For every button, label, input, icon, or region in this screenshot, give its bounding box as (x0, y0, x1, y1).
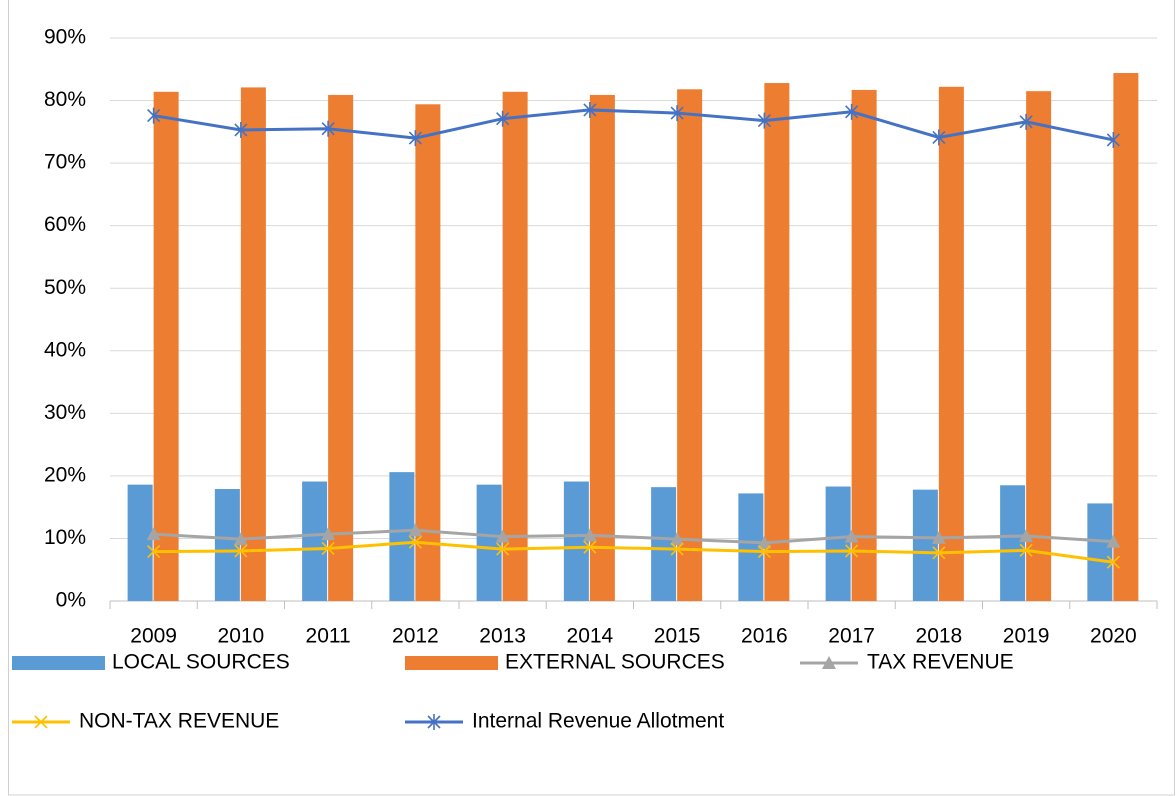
line-marker (670, 532, 685, 546)
line-marker (321, 120, 335, 137)
line-marker (845, 544, 859, 558)
line-marker (1019, 528, 1034, 542)
line-marker (146, 527, 161, 541)
bar (153, 91, 179, 601)
bar (912, 489, 938, 601)
x-tick-label: 2017 (828, 625, 875, 648)
line-marker (844, 529, 859, 543)
line-marker (234, 544, 248, 558)
bar (1087, 503, 1113, 601)
y-tick-label: 30% (44, 401, 86, 424)
legend-marker (34, 715, 48, 729)
line-marker (408, 130, 422, 147)
legend-label: EXTERNAL SOURCES (505, 651, 725, 674)
bar (476, 484, 502, 601)
line-marker (932, 546, 946, 560)
line-series (153, 540, 1114, 564)
x-tick-label: 2019 (1003, 625, 1050, 648)
line-marker (1019, 113, 1033, 130)
line-marker (1106, 131, 1120, 148)
bar (502, 91, 528, 601)
x-tick-label: 2016 (741, 625, 788, 648)
line-marker (757, 545, 771, 559)
line-marker (234, 121, 248, 138)
line-marker (670, 542, 684, 556)
legend-label: NON-TAX REVENUE (79, 710, 279, 733)
line-marker (583, 540, 597, 554)
y-tick-label: 60% (44, 213, 86, 236)
line-marker (757, 112, 771, 129)
bar (677, 89, 703, 601)
x-tick-label: 2020 (1090, 625, 1137, 648)
line-marker (147, 545, 161, 559)
x-tick-label: 2018 (916, 625, 963, 648)
legend-marker (822, 656, 836, 669)
bar (328, 94, 354, 602)
x-tick-label: 2015 (654, 625, 701, 648)
line-marker (147, 107, 161, 124)
line-marker (931, 530, 946, 544)
bar (1000, 485, 1026, 601)
legend-swatch (12, 656, 105, 670)
x-tick-label: 2012 (392, 625, 439, 648)
line-marker (583, 101, 597, 118)
x-tick-label: 2010 (218, 625, 265, 648)
y-tick-label: 50% (44, 276, 86, 299)
y-tick-label: 10% (44, 526, 86, 549)
line-marker (408, 523, 423, 537)
line-marker (845, 103, 859, 120)
bar (1026, 91, 1052, 601)
line-marker (496, 110, 510, 127)
line-series (153, 108, 1114, 142)
line-marker (496, 542, 510, 556)
y-tick-label: 40% (44, 338, 86, 361)
chart-frame (8, 0, 1175, 796)
line-marker (582, 528, 597, 542)
x-tick-label: 2009 (130, 625, 177, 648)
y-tick-label: 0% (56, 589, 86, 612)
line-marker (1019, 543, 1033, 557)
bar (415, 104, 441, 601)
bar (825, 486, 851, 601)
y-tick-label: 90% (44, 26, 86, 49)
bar (589, 94, 615, 602)
bar (127, 484, 153, 601)
bar (240, 87, 266, 602)
line-series (153, 528, 1114, 545)
x-tick-label: 2013 (479, 625, 526, 648)
line-marker (495, 529, 510, 543)
line-marker (321, 541, 335, 556)
line-marker (1106, 534, 1121, 548)
bar (764, 83, 790, 602)
line-marker (408, 535, 422, 549)
legend-label: TAX REVENUE (867, 651, 1014, 674)
legend-label: LOCAL SOURCES (112, 651, 290, 674)
x-tick-label: 2011 (306, 625, 351, 648)
legend-swatch (405, 656, 498, 670)
bar (1113, 73, 1139, 601)
line-marker (757, 535, 772, 549)
legend-label: Internal Revenue Allotment (472, 710, 724, 733)
legend-marker (427, 714, 441, 730)
y-tick-label: 80% (44, 88, 86, 111)
line-marker (670, 105, 684, 122)
y-tick-label: 20% (44, 463, 86, 486)
bar (302, 481, 328, 601)
line-marker (932, 129, 946, 146)
line-marker (1106, 555, 1120, 569)
y-tick-label: 70% (44, 151, 86, 174)
line-marker (233, 532, 248, 546)
x-tick-label: 2014 (567, 625, 614, 648)
bar (851, 89, 877, 601)
line-marker (321, 527, 336, 541)
bar (938, 86, 964, 601)
